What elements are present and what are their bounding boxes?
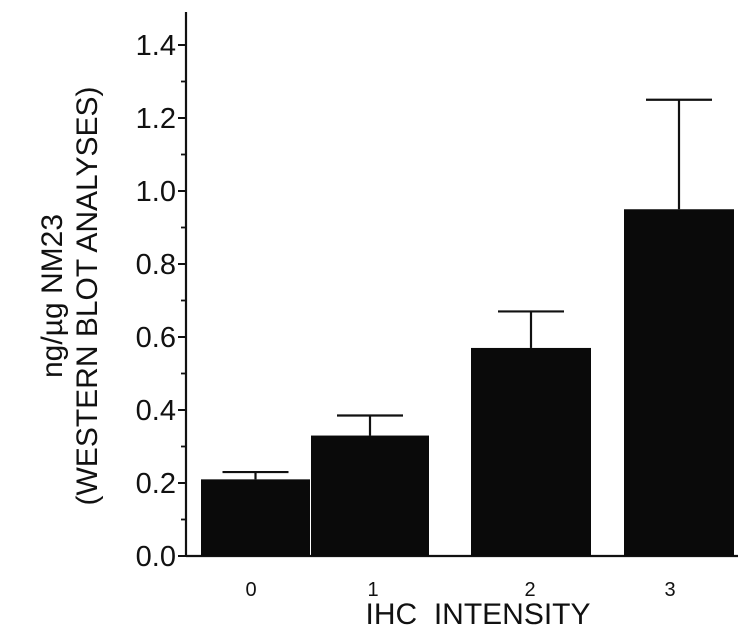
y-tick-label: 1.2 xyxy=(136,103,176,135)
y-tick-label: 1.4 xyxy=(136,30,176,62)
bar-2 xyxy=(471,347,591,556)
y-axis-title-line-2: (WESTERN BLOT ANALYSES) xyxy=(71,87,104,506)
bar-3 xyxy=(624,209,734,556)
y-tick-label: 0.0 xyxy=(136,541,176,573)
x-axis-title: IHC INTENSITY xyxy=(365,598,590,631)
error-bars xyxy=(222,98,712,480)
x-tick-label-0: 0 xyxy=(245,579,256,601)
y-tick-label: 0.6 xyxy=(136,322,176,354)
y-tick-label: 1.0 xyxy=(136,176,176,208)
y-axis-title: ng/µg NM23 (WESTERN BLOT ANALYSES) xyxy=(36,87,104,506)
y-tick-label: 0.4 xyxy=(136,395,176,427)
x-tick-label-2: 2 xyxy=(524,579,535,601)
y-axis-title-line-1: ng/µg NM23 xyxy=(36,214,69,378)
x-ticks: 0 1 2 3 xyxy=(245,579,675,601)
x-tick-label-3: 3 xyxy=(664,579,675,601)
y-ticks: 0.0 0.2 0.4 0.6 0.8 1.0 1.2 1.4 xyxy=(136,30,186,573)
bar-1 xyxy=(311,435,429,556)
y-tick-label: 0.2 xyxy=(136,468,176,500)
bar-0 xyxy=(201,479,310,556)
bars xyxy=(201,209,734,556)
y-tick-label: 0.8 xyxy=(136,249,176,281)
x-tick-label-1: 1 xyxy=(367,579,378,601)
